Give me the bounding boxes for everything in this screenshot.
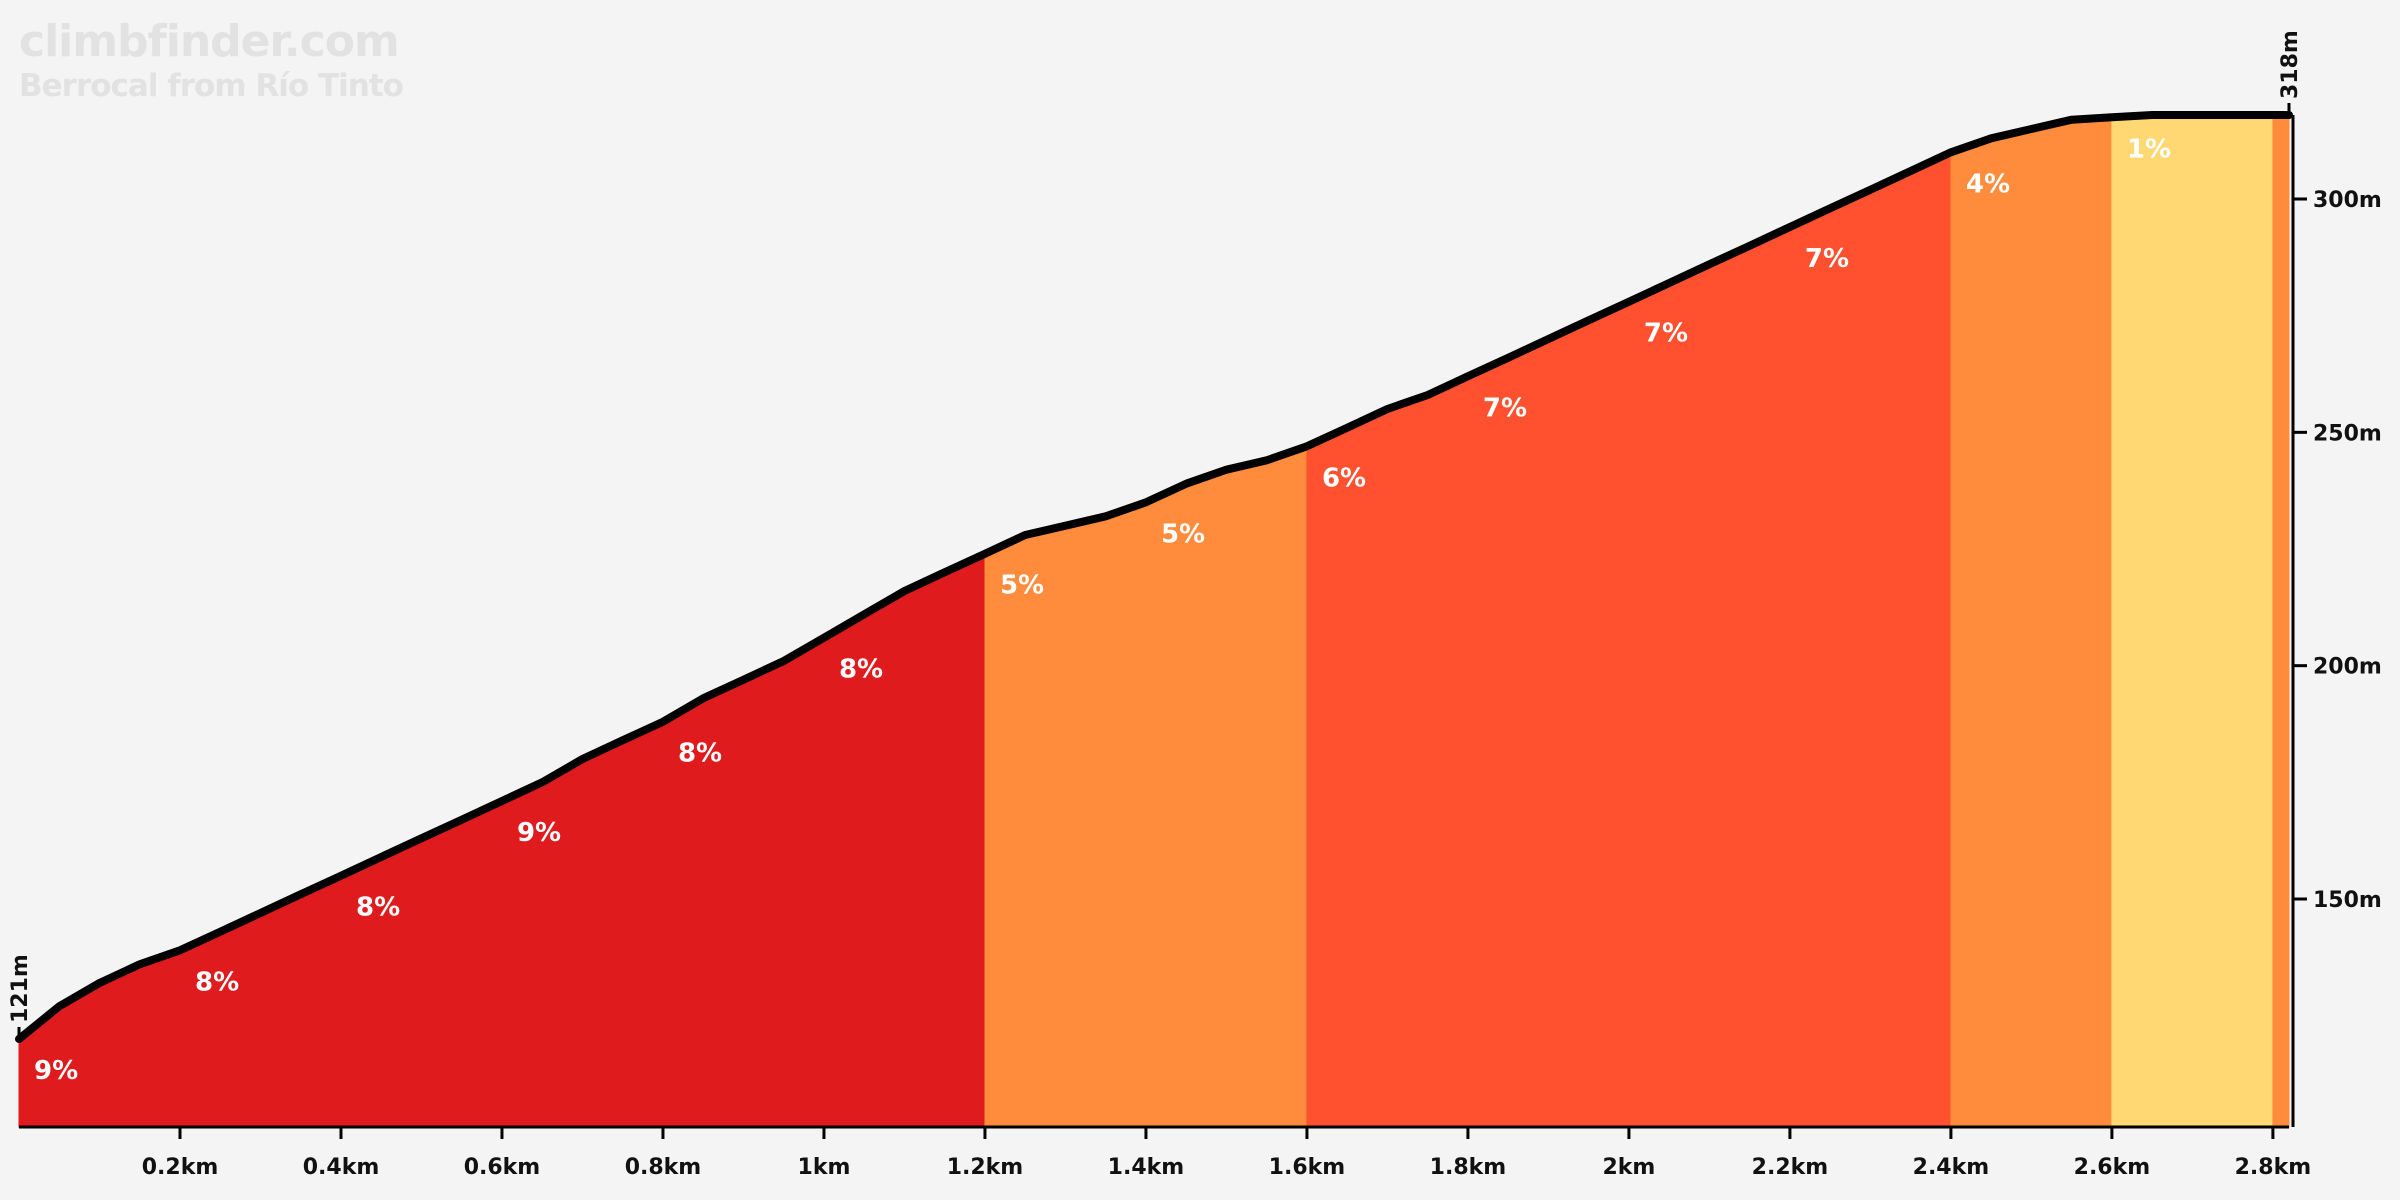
brand-watermark: climbfinder.com Berrocal from Río Tinto <box>19 16 404 104</box>
grade-label-13: 1% <box>2127 134 2171 164</box>
y-tick-label-0: 150m <box>2313 888 2382 913</box>
grade-label-6: 5% <box>1000 571 1044 601</box>
grade-segment-0 <box>18 552 986 1128</box>
x-tick-label-11: 2.4km <box>1913 1155 1990 1180</box>
climb-name: Berrocal from Río Tinto <box>19 68 404 104</box>
grade-label-1: 8% <box>195 967 239 997</box>
profile-line <box>15 111 2293 1043</box>
grade-segment-1 <box>984 445 1308 1128</box>
x-tick-label-2: 0.6km <box>464 1155 541 1180</box>
start-elevation-label: 121m <box>8 954 33 1023</box>
grade-label-8: 6% <box>1322 463 1366 493</box>
grade-label-11: 7% <box>1805 244 1849 274</box>
x-tick-label-4: 1km <box>798 1155 851 1180</box>
x-tick-label-6: 1.4km <box>1108 1155 1185 1180</box>
x-tick-label-5: 1.2km <box>947 1155 1024 1180</box>
grade-label-12: 4% <box>1966 169 2010 199</box>
grade-label-5: 8% <box>839 655 883 685</box>
grade-label-7: 5% <box>1161 519 1205 549</box>
grade-label-10: 7% <box>1644 319 1688 349</box>
y-tick-label-3: 300m <box>2313 188 2382 213</box>
y-tick-label-1: 200m <box>2313 655 2382 680</box>
x-tick-label-0: 0.2km <box>142 1155 219 1180</box>
x-tick-label-13: 2.8km <box>2235 1155 2312 1180</box>
grade-segment-4 <box>2111 114 2274 1128</box>
grade-label-9: 7% <box>1483 393 1527 423</box>
grade-segment-5 <box>2272 114 2290 1128</box>
grade-label-2: 8% <box>356 893 400 923</box>
y-tick-label-2: 250m <box>2313 421 2382 446</box>
x-tick-label-7: 1.6km <box>1269 1155 1346 1180</box>
grade-label-0: 9% <box>34 1056 78 1086</box>
x-tick-label-10: 2.2km <box>1752 1155 1829 1180</box>
site-name: climbfinder.com <box>19 16 400 67</box>
x-tick-label-12: 2.6km <box>2074 1155 2151 1180</box>
grade-segment-3 <box>1950 116 2113 1128</box>
x-tick-label-3: 0.8km <box>625 1155 702 1180</box>
x-tick-label-9: 2km <box>1602 1155 1655 1180</box>
grade-label-4: 8% <box>678 739 722 769</box>
end-elevation-label: 318m <box>2278 30 2303 99</box>
grade-label-3: 9% <box>517 818 561 848</box>
x-tick-label-1: 0.4km <box>303 1155 380 1180</box>
x-tick-label-8: 1.8km <box>1430 1155 1507 1180</box>
